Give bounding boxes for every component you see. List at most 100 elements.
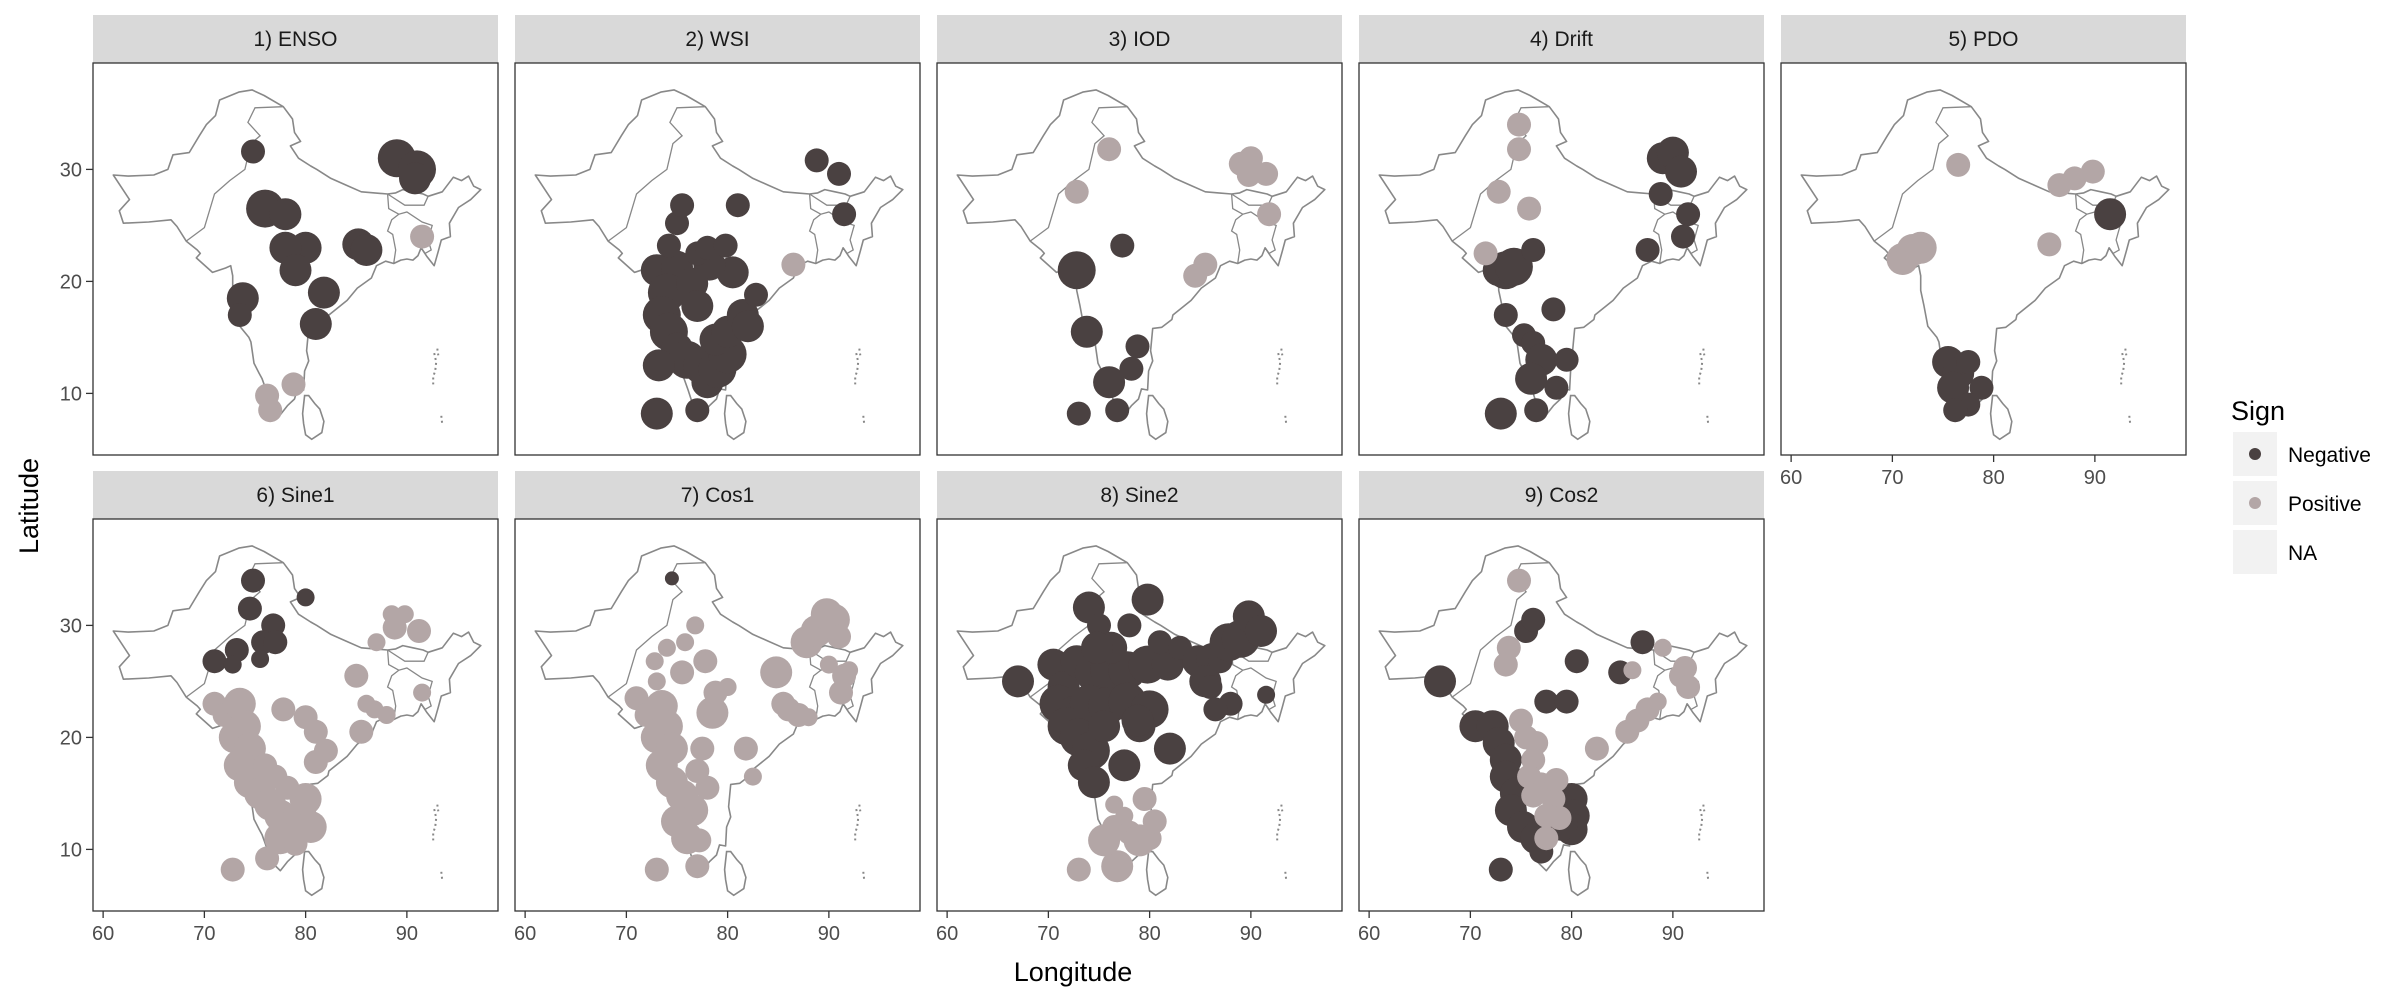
point-negative [1131,583,1164,616]
point-positive [645,652,664,671]
andaman-islands [432,352,438,385]
point-negative [1521,607,1546,632]
point-positive [827,624,851,649]
andaman-islands [1280,348,1284,356]
andaman-islands [1698,808,1704,841]
facet-strip [93,471,498,519]
point-positive [670,660,695,685]
point-negative [731,310,764,343]
point-positive [690,736,715,761]
point-negative [1544,375,1569,400]
point-negative [1077,766,1110,799]
x-tick-label: 80 [295,923,317,945]
facet-panel: 7) Cos1 60 70 80 90 [514,471,921,945]
point-positive [733,736,758,761]
x-tick-label: 70 [615,923,637,945]
facet-panel: 2) WSI [514,15,921,456]
x-tick-label: 90 [1240,923,1262,945]
point-positive [686,616,705,635]
andaman-islands [1702,804,1706,812]
point-negative [1515,362,1548,395]
point-positive [283,831,308,856]
x-tick-label: 60 [1358,923,1380,945]
legend-entry: Negative [2233,432,2371,476]
point-positive [367,633,386,652]
x-tick-label: 70 [193,923,215,945]
point-positive [1547,806,1572,830]
map-border [808,669,822,720]
point-negative [237,596,262,621]
sri-lanka-outline [1145,850,1169,897]
x-tick-label: 60 [1780,467,1802,489]
facet-title: 7) Cos1 [681,484,755,507]
facet-title: 1) ENSO [253,28,337,51]
facet-strip [1359,15,1764,63]
point-positive [303,719,328,744]
point-positive [644,857,669,882]
facet-strip [93,15,498,63]
sri-lanka-outline [1567,394,1591,441]
point-negative [1066,401,1091,426]
point-positive [255,846,280,871]
point-negative [350,234,383,266]
point-positive [275,775,300,800]
x-tick-label: 80 [1983,467,2005,489]
y-axis-title: Latitude [14,458,44,554]
point-positive [220,857,245,882]
point-negative [1087,613,1111,638]
point-negative [2094,198,2127,231]
point-negative [1117,613,1142,638]
x-tick-label: 70 [1459,923,1481,945]
andaman-islands [862,415,866,425]
facet-title: 3) IOD [1109,28,1171,51]
x-tick-label: 80 [1561,923,1583,945]
facet-title: 9) Cos2 [1525,484,1599,507]
point-positive [281,372,306,397]
andaman-islands [1280,804,1284,812]
andaman-islands [854,808,860,841]
point-positive [1097,137,1122,162]
point-positive [687,828,712,853]
point-negative [695,235,720,260]
facet-panel: 5) PDO 60 70 80 90 [1780,15,2187,489]
map-border [386,213,400,264]
point-negative [681,290,714,322]
x-tick-label: 70 [1881,467,1903,489]
point-negative [1119,356,1144,381]
point-negative [665,211,689,236]
map-border [1230,213,1244,264]
andaman-islands [432,808,438,841]
y-tick-label: 10 [60,383,82,405]
map-border [1230,649,1277,711]
point-negative [241,139,265,164]
map-outline [534,89,904,416]
x-axis-title: Longitude [1014,957,1133,987]
legend-entry: NA [2233,530,2317,574]
sri-lanka-outline [301,394,325,441]
point-negative [827,161,851,186]
point-positive [1673,656,1697,680]
point-positive [1507,568,1531,593]
point-positive [1493,652,1518,677]
map-border [387,649,429,662]
map-border [1873,106,1972,242]
map-border [386,193,433,255]
legend-swatch [2249,448,2261,460]
legend-label: Negative [2288,444,2371,467]
point-positive [829,680,853,705]
point-positive [407,619,431,643]
point-positive [357,694,376,713]
point-negative [279,254,312,287]
point-negative [1070,315,1103,348]
point-negative [1524,398,1549,423]
x-tick-label: 60 [514,923,536,945]
facet-strip [515,15,920,63]
point-negative [1081,631,1113,664]
point-negative [1534,689,1559,714]
point-positive [1101,850,1134,883]
y-tick-label: 30 [60,159,82,181]
map-border [386,649,433,711]
point-negative [1057,251,1096,290]
point-positive [1066,857,1091,882]
